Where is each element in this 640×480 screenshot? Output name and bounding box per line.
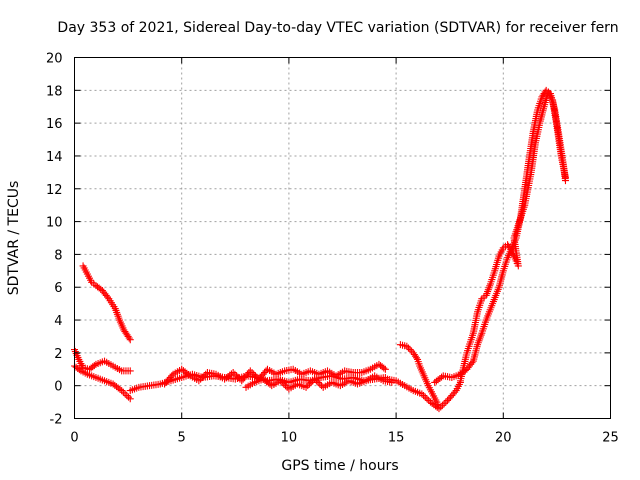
data-point-marker <box>421 393 429 401</box>
data-point-marker <box>229 369 237 377</box>
x-tick-label: 20 <box>495 431 512 446</box>
data-point-marker <box>276 377 284 385</box>
y-tick-label: 2 <box>54 347 62 362</box>
x-tick-label: 25 <box>602 431 619 446</box>
data-point-marker <box>125 393 133 401</box>
data-point-marker <box>403 342 411 350</box>
data-point-marker <box>126 395 134 403</box>
data-point-marker <box>168 372 176 380</box>
series-arc8 <box>396 341 443 411</box>
data-point-marker <box>119 388 127 396</box>
data-point-marker <box>197 375 205 383</box>
data-point-marker <box>314 378 322 386</box>
data-point-marker <box>316 380 324 388</box>
data-point-marker <box>404 344 412 352</box>
y-tick-label: 20 <box>46 52 63 67</box>
data-point-marker <box>311 375 319 383</box>
data-point-marker <box>507 245 515 253</box>
y-tick-label: 16 <box>46 117 63 132</box>
x-tick-label: 15 <box>388 431 405 446</box>
data-point-marker <box>125 334 133 342</box>
tick-layer: 0 5 10 15 20 25 -2 0 2 4 6 8 10 12 14 16 18 20 <box>46 52 619 446</box>
data-layer <box>71 86 569 413</box>
data-point-marker <box>246 367 254 375</box>
y-tick-label: 0 <box>54 380 62 395</box>
data-point-marker <box>440 400 448 408</box>
data-point-marker <box>451 388 459 396</box>
data-point-marker <box>231 370 239 378</box>
data-point-marker <box>425 396 433 404</box>
data-point-marker <box>90 362 98 370</box>
data-point-marker <box>435 403 443 411</box>
y-tick-label: -2 <box>50 413 63 428</box>
data-point-marker <box>116 385 124 393</box>
data-point-marker <box>420 392 428 400</box>
data-point-marker <box>248 369 256 377</box>
data-point-marker <box>412 354 420 362</box>
data-point-marker <box>121 390 129 398</box>
data-point-marker <box>200 372 208 380</box>
data-point-marker <box>202 370 210 378</box>
data-point-marker <box>185 371 193 379</box>
y-tick-label: 10 <box>46 216 63 231</box>
data-point-marker <box>302 383 310 391</box>
data-point-marker <box>250 370 258 378</box>
data-point-marker <box>438 401 446 409</box>
data-point-marker <box>233 372 241 380</box>
plot-frame <box>74 57 611 419</box>
x-tick-label: 5 <box>178 431 186 446</box>
series-arc10 <box>456 88 569 385</box>
data-point-marker <box>305 380 313 388</box>
data-point-marker <box>304 382 312 390</box>
data-point-marker <box>198 373 206 381</box>
data-point-marker <box>561 173 569 181</box>
data-point-marker <box>126 367 134 375</box>
data-point-marker <box>123 392 131 400</box>
data-point-marker <box>234 373 242 381</box>
data-point-marker <box>126 336 134 344</box>
data-point-marker <box>280 380 288 388</box>
y-tick-label: 18 <box>46 84 63 99</box>
x-tick-label: 0 <box>70 431 78 446</box>
data-point-marker <box>380 364 388 372</box>
chart-title: Day 353 of 2021, Sidereal Day-to-day VTE… <box>57 20 618 36</box>
series-arc3 <box>79 262 134 344</box>
data-point-marker <box>281 382 289 390</box>
y-tick-label: 8 <box>54 248 62 263</box>
y-tick-label: 6 <box>54 281 62 296</box>
data-point-marker <box>438 373 446 381</box>
series-arc7 <box>384 375 464 413</box>
data-point-marker <box>278 378 286 386</box>
y-axis-label: SDTVAR / TECUs <box>6 181 22 296</box>
data-point-marker <box>307 378 315 386</box>
y-tick-label: 14 <box>46 150 63 165</box>
data-point-marker <box>312 377 320 385</box>
data-point-marker <box>118 387 126 395</box>
x-tick-label: 10 <box>281 431 298 446</box>
x-axis-label: GPS time / hours <box>281 458 398 474</box>
y-tick-label: 4 <box>54 314 62 329</box>
data-point-marker <box>381 365 389 373</box>
data-point-marker <box>75 366 83 374</box>
y-tick-label: 12 <box>46 183 63 198</box>
data-point-marker <box>423 395 431 403</box>
data-point-marker <box>468 359 476 367</box>
data-point-marker <box>442 398 450 406</box>
data-point-marker <box>104 293 112 301</box>
data-point-marker <box>251 372 259 380</box>
data-point-marker <box>195 377 203 385</box>
series-arc5 <box>161 360 389 388</box>
data-point-marker <box>418 390 426 398</box>
data-point-marker <box>406 346 414 354</box>
series-arc6 <box>242 372 396 393</box>
